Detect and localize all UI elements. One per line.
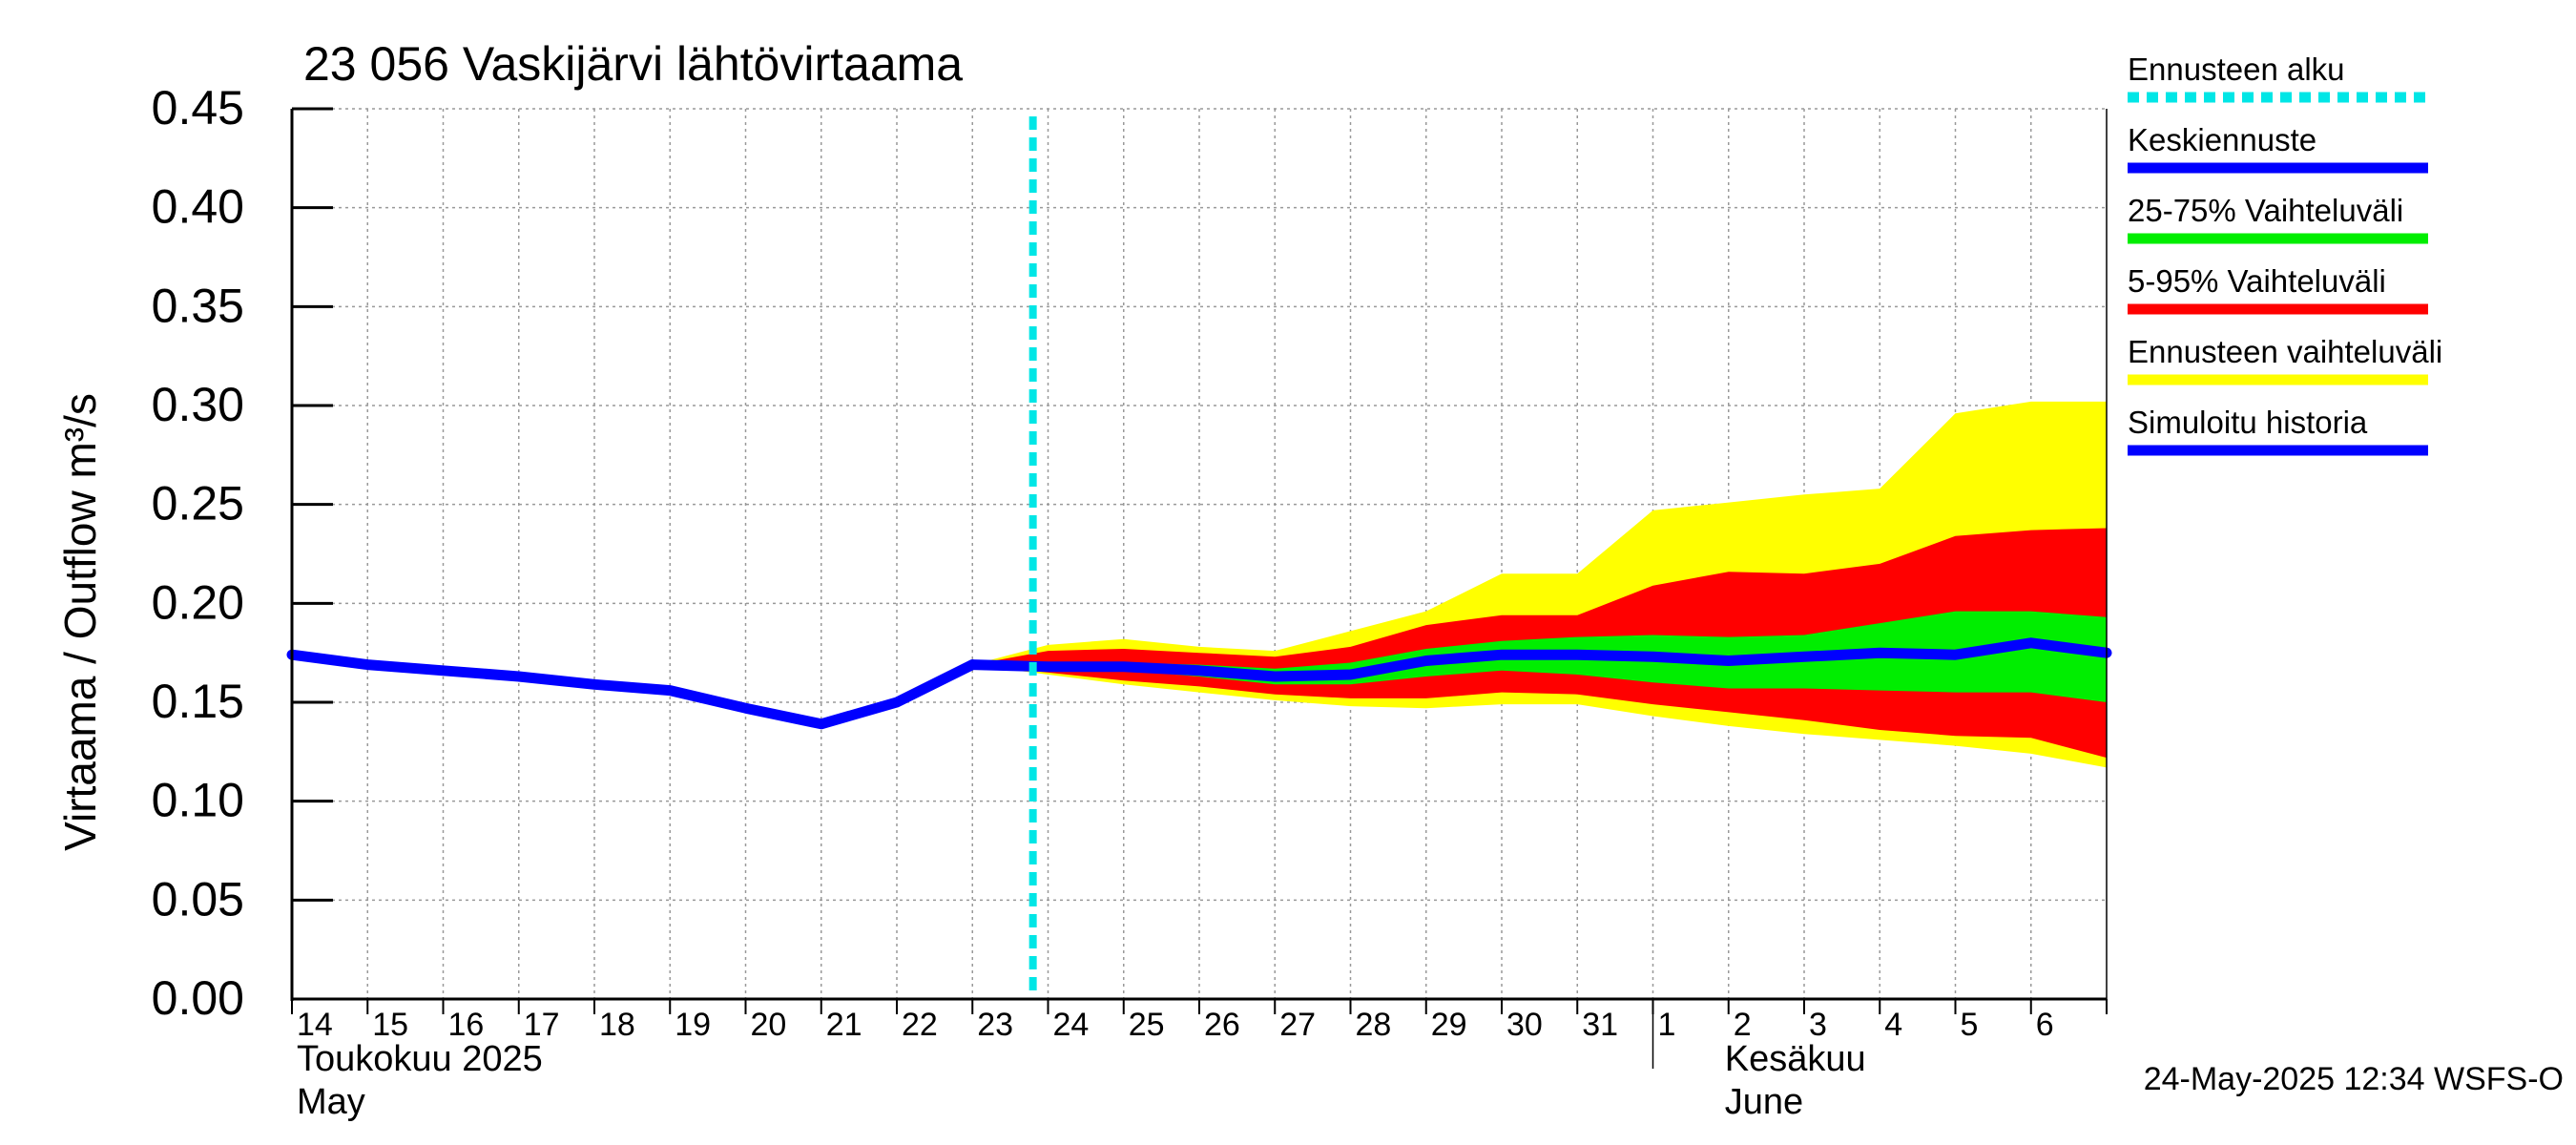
footer-timestamp: 24-May-2025 12:34 WSFS-O	[2144, 1061, 2564, 1097]
month-label-en: May	[297, 1082, 365, 1122]
x-tick-label: 29	[1431, 1007, 1467, 1043]
series-lines	[286, 116, 2112, 999]
y-tick-label: 0.35	[152, 279, 244, 332]
x-tick-label: 2	[1734, 1007, 1752, 1043]
y-tick-label: 0.20	[152, 575, 244, 629]
x-tick-label: 31	[1582, 1007, 1618, 1043]
y-axis-label: Virtaama / Outflow m³/s	[55, 393, 105, 851]
legend-label: Keskiennuste	[2128, 122, 2316, 157]
y-tick-label: 0.30	[152, 378, 244, 431]
x-tick-label: 5	[1961, 1007, 1979, 1043]
x-tick-label: 22	[902, 1007, 938, 1043]
chart-title: 23 056 Vaskijärvi lähtövirtaama	[303, 37, 963, 91]
y-tick-label: 0.45	[152, 81, 244, 135]
x-tick-label: 19	[675, 1007, 711, 1043]
x-tick-label: 24	[1053, 1007, 1090, 1043]
axes: 0.00 0.05 0.10 0.15 0.20 0.25 0.30 0.35 0.40 0.45…	[152, 81, 2108, 1122]
x-tick-label: 20	[751, 1007, 787, 1043]
legend-label: Simuloitu historia	[2128, 405, 2368, 440]
legend-label: Ennusteen alku	[2128, 52, 2345, 87]
x-tick-label: 17	[524, 1007, 560, 1043]
month-label-en: June	[1725, 1082, 1803, 1122]
x-tick-label: 30	[1506, 1007, 1543, 1043]
y-tick-label: 0.00	[152, 971, 244, 1025]
x-tick-label: 4	[1884, 1007, 1902, 1043]
grid	[292, 108, 2107, 999]
series-simulated-history	[286, 649, 978, 730]
legend-label: 25-75% Vaihteluväli	[2128, 193, 2403, 228]
month-label-fi: Kesäkuu	[1725, 1039, 1866, 1079]
y-tick-label: 0.15	[152, 675, 244, 728]
x-tick-label: 16	[448, 1007, 485, 1043]
x-tick-label: 18	[599, 1007, 635, 1043]
x-tick-label: 15	[372, 1007, 408, 1043]
x-tick-label: 23	[977, 1007, 1013, 1043]
legend-label: Ennusteen vaihteluväli	[2128, 334, 2442, 369]
x-tick-label: 3	[1809, 1007, 1827, 1043]
y-tick-label: 0.40	[152, 180, 244, 234]
x-tick-label: 26	[1204, 1007, 1240, 1043]
x-tick-label: 25	[1129, 1007, 1165, 1043]
x-tick-label: 28	[1356, 1007, 1392, 1043]
month-label-fi: Toukokuu 2025	[297, 1039, 543, 1079]
legend-label: 5-95% Vaihteluväli	[2128, 263, 2386, 299]
legend: Ennusteen alku Keskiennuste 25-75% Vaihtel…	[2128, 52, 2442, 456]
x-tick-label: 21	[826, 1007, 862, 1043]
x-tick-label: 27	[1279, 1007, 1316, 1043]
x-tick-label: 1	[1658, 1007, 1676, 1043]
plot-area: 0.00 0.05 0.10 0.15 0.20 0.25 0.30 0.35 0.40 0.45…	[152, 81, 2112, 1122]
y-tick-label: 0.05	[152, 872, 244, 926]
x-tick-label: 6	[2036, 1007, 2054, 1043]
series-mean-forecast	[966, 637, 2112, 682]
x-tick-label: 14	[297, 1007, 333, 1043]
y-tick-label: 0.25	[152, 477, 244, 531]
y-tick-label: 0.10	[152, 774, 244, 827]
